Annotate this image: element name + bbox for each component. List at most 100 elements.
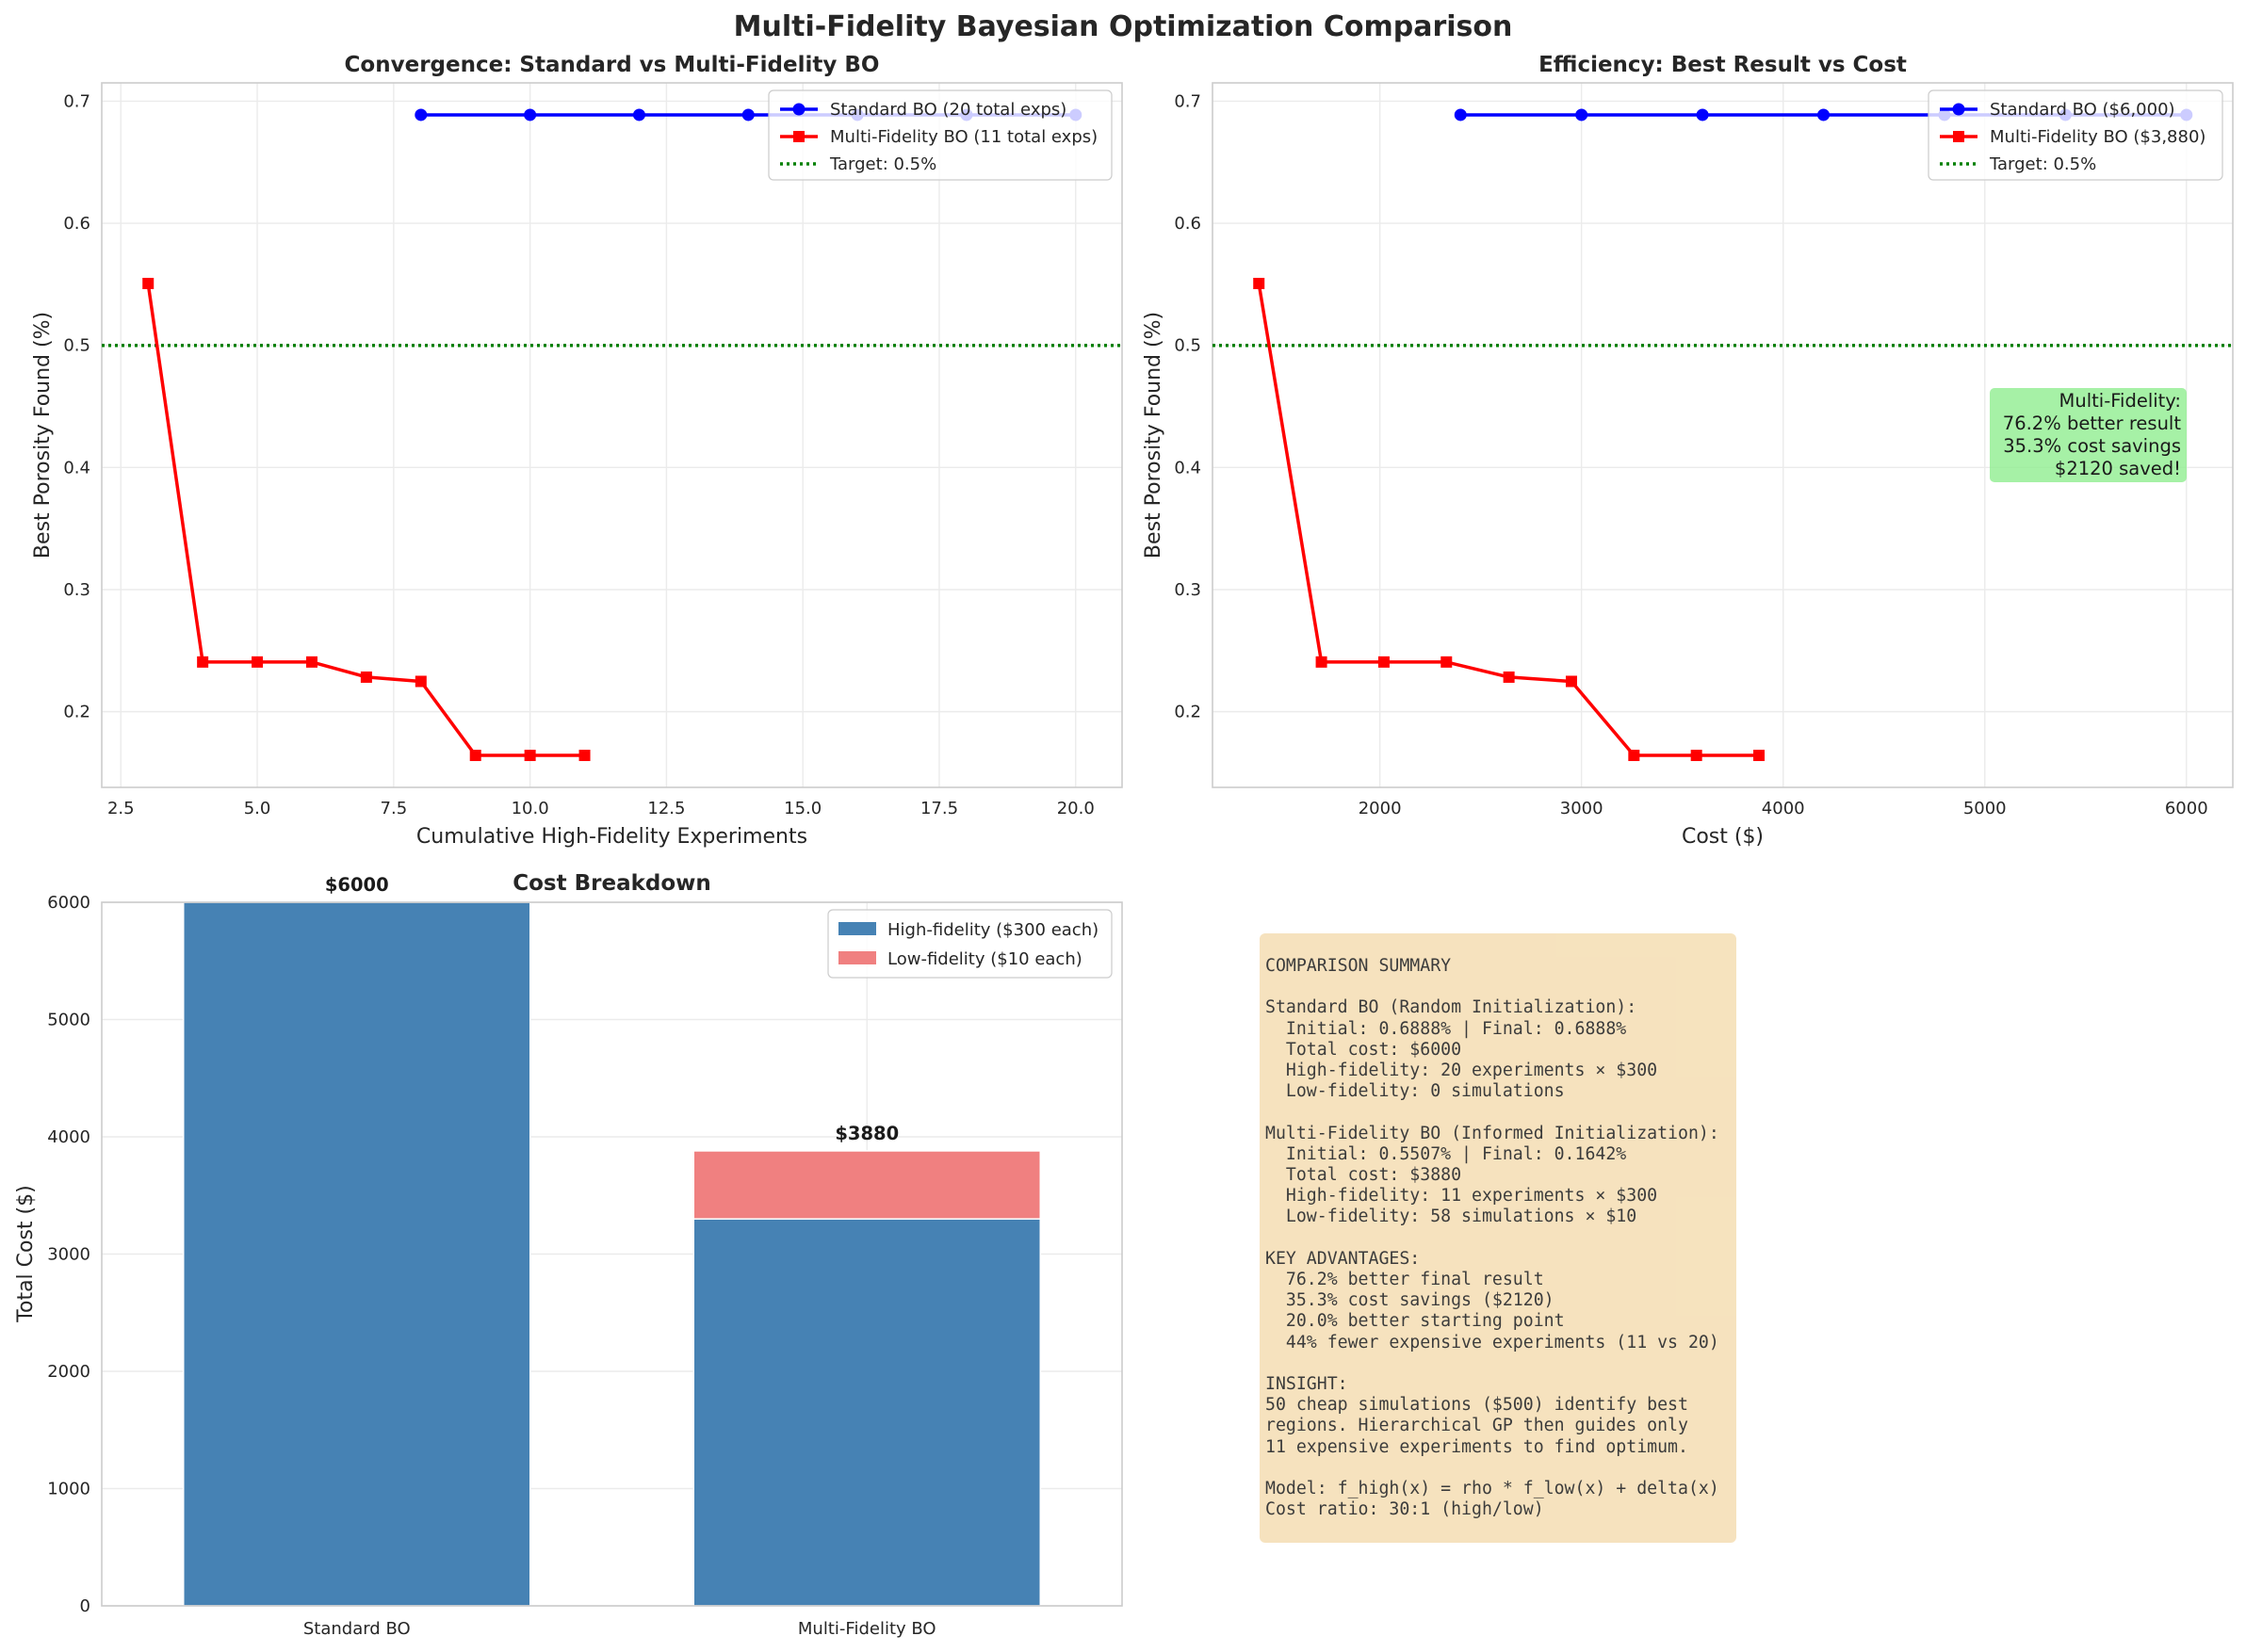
series-line — [1257, 283, 1759, 757]
data-point — [1454, 108, 1467, 121]
x-tick-label: 15.0 — [784, 799, 822, 818]
data-point — [1440, 656, 1453, 668]
y-tick-label: 0.7 — [1174, 91, 1201, 111]
cost-legend: High-fidelity ($300 each) Low-fidelity (… — [827, 909, 1113, 979]
x-tick-label: 5000 — [1963, 799, 2007, 818]
y-tick-label: 0.6 — [63, 214, 90, 234]
efficiency-xlabel: Cost ($) — [1682, 825, 1764, 849]
data-point — [142, 277, 155, 289]
efficiency-legend: Standard BO ($6,000) Multi-Fidelity BO (… — [1928, 89, 2223, 181]
y-tick-label: 0.2 — [1174, 703, 1201, 722]
efficiency-ylabel: Best Porosity Found (%) — [1142, 312, 1165, 559]
cost-title: Cost Breakdown — [513, 871, 711, 896]
bar-total-label: $3880 — [835, 1123, 899, 1144]
efficiency-x-ticks: 2000 3000 4000 5000 6000 — [1359, 799, 2208, 818]
data-point — [1690, 750, 1702, 762]
efficiency-annotation: Multi-Fidelity: 76.2% better result 35.3… — [1990, 388, 2187, 482]
x-tick-label: 2.5 — [107, 799, 135, 818]
convergence-y-ticks: 0.2 0.3 0.4 0.5 0.6 0.7 — [63, 91, 90, 721]
y-tick-label: 0.5 — [63, 336, 90, 356]
data-point — [741, 108, 755, 121]
data-point — [632, 108, 645, 121]
data-point — [1503, 671, 1515, 683]
data-point — [1315, 656, 1327, 668]
y-tick-label: 1000 — [47, 1480, 90, 1499]
data-point — [360, 671, 372, 683]
x-tick-label: 4000 — [1762, 799, 1805, 818]
cost-ylabel: Total Cost ($) — [14, 1185, 38, 1322]
data-point — [1817, 108, 1831, 121]
comparison-summary-box: COMPARISON SUMMARY Standard BO (Random I… — [1260, 933, 1736, 1543]
convergence-grid — [102, 83, 1122, 787]
cost-x-ticks: Standard BO Multi-Fidelity BO — [303, 1619, 936, 1639]
legend-high-fidelity-swatch — [838, 922, 876, 935]
legend-high-fidelity: High-fidelity ($300 each) — [887, 920, 1099, 940]
data-point — [415, 108, 428, 121]
legend-target: Target: 0.5% — [1989, 154, 2096, 174]
data-point — [1628, 750, 1640, 762]
convergence-xlabel: Cumulative High-Fidelity Experiments — [416, 825, 807, 849]
efficiency-chart: 2000 3000 4000 5000 6000 0.20.30.40.50.60.7 … — [1142, 53, 2234, 849]
efficiency-grid — [1213, 83, 2233, 787]
y-tick-label: 0 — [80, 1596, 90, 1616]
convergence-ylabel: Best Porosity Found (%) — [31, 312, 55, 559]
y-tick-label: 5000 — [47, 1011, 90, 1030]
y-tick-label: 0.5 — [1174, 336, 1201, 356]
figure-title: Multi-Fidelity Bayesian Optimization Com… — [734, 10, 1513, 43]
comparison-summary-text: COMPARISON SUMMARY Standard BO (Random I… — [1265, 956, 1719, 1520]
legend-standard: Standard BO (20 total exps) — [830, 100, 1066, 120]
x-tick-label: Multi-Fidelity BO — [798, 1619, 936, 1639]
y-tick-label: 4000 — [47, 1127, 90, 1147]
annotation-line: Multi-Fidelity: — [2059, 390, 2181, 412]
convergence-axes-frame — [101, 82, 1123, 788]
y-tick-label: 0.4 — [63, 458, 90, 478]
data-point — [1696, 108, 1709, 121]
x-tick-label: 2000 — [1359, 799, 1402, 818]
annotation-line: $2120 saved! — [2055, 458, 2181, 479]
data-point — [1565, 675, 1577, 688]
y-tick-label: 0.7 — [63, 91, 90, 111]
bar-segment — [183, 901, 531, 1607]
cost-axes-frame — [101, 901, 1123, 1607]
efficiency-title: Efficiency: Best Result vs Cost — [1538, 53, 1907, 77]
x-tick-label: 6000 — [2165, 799, 2208, 818]
data-point — [1575, 108, 1588, 121]
data-point — [524, 750, 536, 762]
y-tick-label: 0.3 — [63, 580, 90, 600]
annotation-line: 76.2% better result — [2003, 413, 2182, 434]
annotation-line: 35.3% cost savings — [2003, 435, 2181, 457]
legend-low-fidelity: Low-fidelity ($10 each) — [887, 949, 1082, 969]
x-tick-label: 12.5 — [647, 799, 685, 818]
data-point — [1253, 277, 1265, 289]
x-tick-label: 17.5 — [920, 799, 958, 818]
x-tick-label: 10.0 — [512, 799, 549, 818]
convergence-title: Convergence: Standard vs Multi-Fidelity … — [345, 53, 880, 77]
x-tick-label: 3000 — [1560, 799, 1603, 818]
data-point — [1753, 750, 1766, 762]
legend-standard-circle-icon — [1952, 103, 1965, 116]
legend-standard-circle-icon — [792, 103, 806, 116]
y-tick-label: 0.3 — [1174, 580, 1201, 600]
bar-total-label: $6000 — [325, 874, 389, 896]
x-tick-label: 7.5 — [381, 799, 408, 818]
y-tick-label: 0.4 — [1174, 458, 1201, 478]
legend-target: Target: 0.5% — [829, 154, 936, 174]
y-tick-label: 6000 — [47, 893, 90, 913]
convergence-legend: Standard BO (20 total exps) Multi-Fideli… — [768, 89, 1113, 181]
y-tick-label: 2000 — [47, 1362, 90, 1382]
legend-multi-square-icon — [793, 131, 805, 142]
x-tick-label: 5.0 — [244, 799, 271, 818]
data-point — [469, 750, 481, 762]
data-point — [415, 675, 427, 688]
series-line — [146, 283, 585, 757]
x-tick-label: Standard BO — [303, 1619, 411, 1639]
cost-breakdown-chart: Standard BO Multi-Fidelity BO 0 1000 2000 30… — [14, 871, 1123, 1639]
efficiency-axes-frame — [1212, 82, 2234, 788]
data-point — [305, 656, 317, 668]
y-tick-label: 3000 — [47, 1245, 90, 1265]
convergence-x-ticks: 2.5 5.0 7.5 10.0 12.5 15.0 17.5 20.0 — [107, 799, 1095, 818]
cost-total-labels: $6000 $3880 — [325, 874, 899, 1144]
legend-multi-square-icon — [1953, 131, 1964, 142]
bar-segment — [692, 1218, 1041, 1607]
